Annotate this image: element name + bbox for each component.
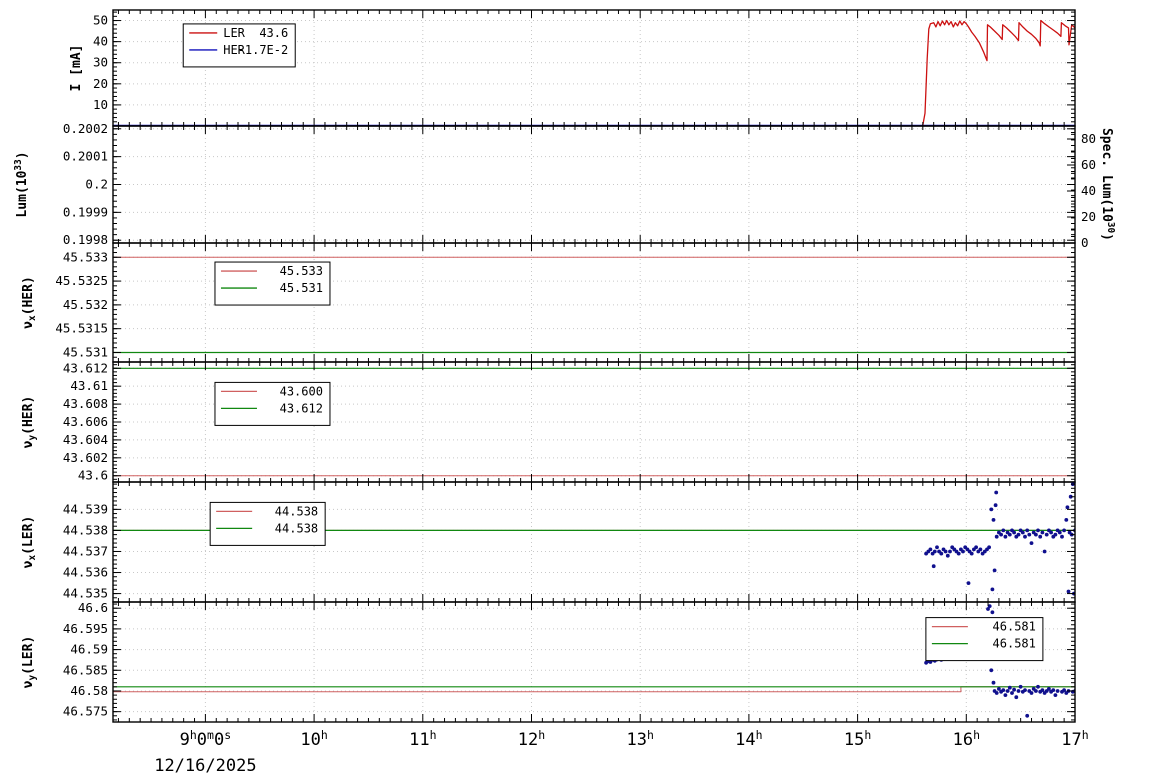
y2-tick-label: 20 xyxy=(1081,209,1096,224)
y2-tick-label: 0 xyxy=(1081,235,1089,250)
y-tick-label: 0.2 xyxy=(85,177,108,192)
y-tick-label: 44.537 xyxy=(63,543,108,558)
y-tick-label: 46.59 xyxy=(70,642,108,657)
x-tick-label: 14h xyxy=(735,728,762,750)
panel-nuy-her: 43.6 43.602 43.604 43.606 43.608 43.61 43.612 ν… xyxy=(21,360,1076,483)
y-tick-label: 10 xyxy=(93,97,108,112)
x-tick-label: 12h xyxy=(518,728,545,750)
x-tick-label: 15h xyxy=(844,728,871,750)
x-tick-label: 9h0m0s xyxy=(180,728,232,750)
y-tick-label: 44.538 xyxy=(63,522,108,537)
nux-her-axis-label: νx(HER) xyxy=(21,276,38,329)
y2-tick-label: 40 xyxy=(1081,183,1096,198)
y-tick-label: 45.531 xyxy=(63,344,108,359)
nuy-ler-legend: 46.581 46.581 xyxy=(925,617,1044,662)
y-tick-label: 46.58 xyxy=(70,683,108,698)
y-tick-label: 46.585 xyxy=(63,662,108,677)
legend-value: 46.581 xyxy=(993,637,1036,651)
y-tick-label: 45.533 xyxy=(63,249,108,264)
y-tick-label: 43.604 xyxy=(63,432,108,447)
legend-label: HER xyxy=(223,43,245,57)
legend-value: -1.7E-2 xyxy=(238,43,289,57)
panel-nux-her: 45.531 45.5315 45.532 45.5325 45.533 νx(HER) 4… xyxy=(21,242,1076,363)
panel-nuy-ler: 46.575 46.58 46.585 46.59 46.595 46.6 νy(LER) 4… xyxy=(21,600,1076,723)
luminosity-axis-label: Lum(1033) xyxy=(13,151,30,217)
legend-label: LER xyxy=(223,26,245,40)
nuy-her-legend: 43.600 43.612 xyxy=(214,381,331,426)
legend-value: 43.612 xyxy=(280,401,323,415)
date-label: 12/16/2025 xyxy=(154,756,256,776)
y-tick-label: 43.606 xyxy=(63,414,108,429)
legend-value: 46.581 xyxy=(993,620,1036,634)
legend-value: 45.533 xyxy=(280,264,323,278)
panel-nux-ler: 44.535 44.536 44.537 44.538 44.539 νx(LER) 44.… xyxy=(21,481,1076,603)
nuy-ler-axis-label: νy(LER) xyxy=(21,636,38,689)
x-tick-label: 11h xyxy=(409,728,436,750)
y-tick-label: 43.6 xyxy=(78,468,108,483)
y-tick-label: 46.595 xyxy=(63,621,108,636)
y2-tick-label: 60 xyxy=(1081,157,1096,172)
x-tick-label: 13h xyxy=(626,728,653,750)
y-tick-label: 20 xyxy=(93,76,108,91)
y2-tick-label: 80 xyxy=(1081,131,1096,146)
beam-current-legend: LER 43.6 HER-1.7E-2 xyxy=(182,23,296,68)
y-tick-label: 46.575 xyxy=(63,704,108,719)
y-tick-label: 45.5325 xyxy=(55,273,108,288)
y-tick-label: 45.532 xyxy=(63,297,108,312)
x-tick-label: 17h xyxy=(1061,728,1088,750)
legend-value: 43.600 xyxy=(280,384,323,398)
nux-her-series xyxy=(113,256,1075,354)
legend-value: 45.531 xyxy=(280,281,323,295)
panel-luminosity: 0.1998 0.1999 0.2 0.2001 0.2002 0 20 40 60 80 Spec… xyxy=(13,121,1116,250)
legend-value: 44.538 xyxy=(275,521,318,535)
y-tick-label: 44.536 xyxy=(63,565,108,580)
nux-ler-legend: 44.538 44.538 xyxy=(209,501,326,546)
x-tick-label: 10h xyxy=(300,728,327,750)
legend-value: 43.6 xyxy=(259,26,288,40)
y-tick-label: 50 xyxy=(93,13,108,28)
y-tick-label: 43.602 xyxy=(63,450,108,465)
nuy-her-axis-label: νy(HER) xyxy=(21,396,38,449)
y2-axis-label: Spec. Lum(1030) xyxy=(1099,128,1116,241)
nux-ler-axis-label: νx(LER) xyxy=(21,516,38,569)
y-tick-label: 46.6 xyxy=(78,600,108,615)
x-tick-label: 16h xyxy=(953,728,980,750)
nuy-her-series xyxy=(113,367,1075,477)
legend-value: 44.538 xyxy=(275,504,318,518)
beam-current-axis-label: I [mA] xyxy=(69,45,84,92)
y-tick-label: 43.608 xyxy=(63,396,108,411)
y-tick-label: 40 xyxy=(93,34,108,49)
x-axis-labels: 9h0m0s 10h 11h 12h 13h 14h 15h 16h 17h 12/16/2025 xyxy=(154,728,1089,776)
y-tick-label: 30 xyxy=(93,55,108,70)
y-tick-label: 44.535 xyxy=(63,586,108,601)
beam-current-series xyxy=(113,19,1075,126)
y-tick-label: 43.612 xyxy=(63,360,108,375)
y-tick-label: 0.2001 xyxy=(63,149,108,164)
y-tick-label: 43.61 xyxy=(70,378,108,393)
nux-her-legend: 45.533 45.531 xyxy=(214,261,331,306)
y-tick-label: 0.1998 xyxy=(63,232,108,247)
y-tick-label: 45.5315 xyxy=(55,321,108,336)
panel-beam-current: 10 20 30 40 50 I [mA] LER 43.6 HER-1.7E-2 xyxy=(69,9,1076,127)
y-tick-label: 0.1999 xyxy=(63,204,108,219)
y-tick-label: 44.539 xyxy=(63,501,108,516)
y-tick-label: 0.2002 xyxy=(63,121,108,136)
